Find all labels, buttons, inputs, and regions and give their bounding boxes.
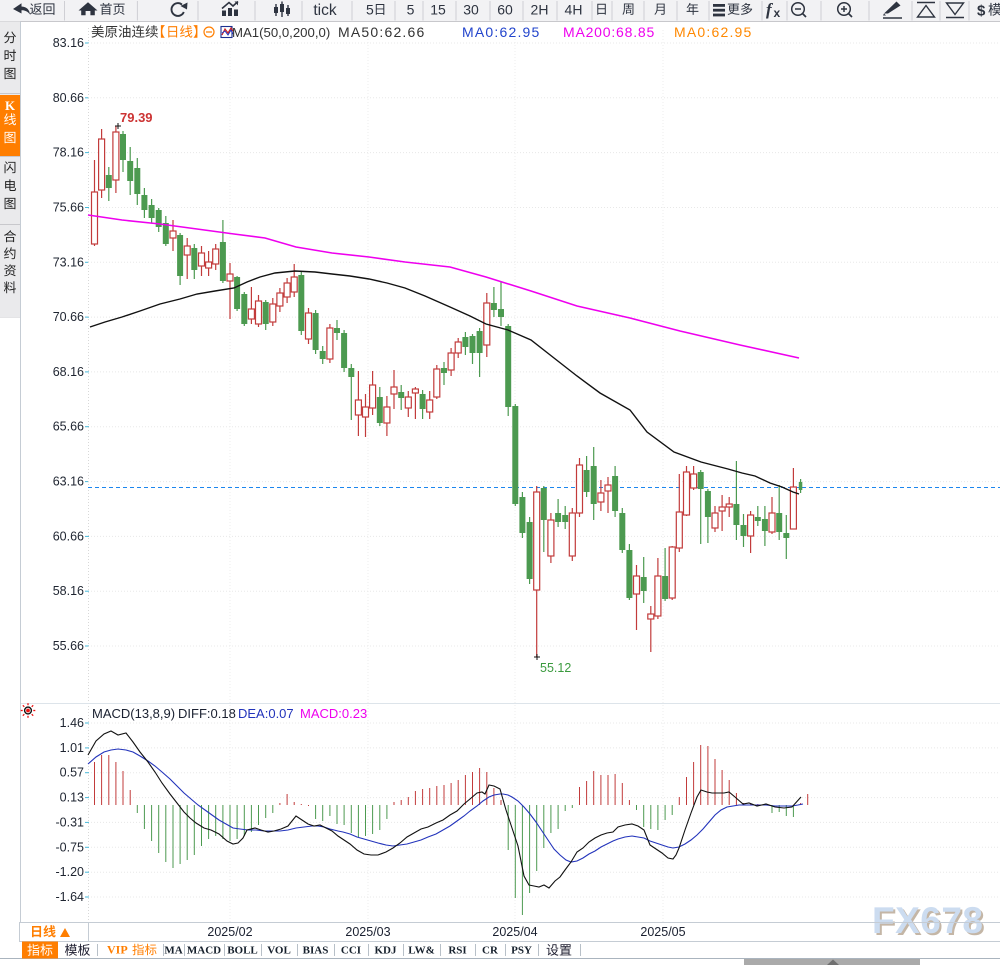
svg-text:60: 60 <box>497 2 513 18</box>
svg-text:MA200:68.85: MA200:68.85 <box>563 24 655 40</box>
svg-text:60.66: 60.66 <box>53 529 84 543</box>
svg-text:x: x <box>774 6 781 20</box>
svg-text:65.66: 65.66 <box>53 420 84 434</box>
svg-text:30: 30 <box>463 2 479 18</box>
svg-text:55.66: 55.66 <box>53 639 84 653</box>
svg-text:2025/04: 2025/04 <box>492 925 537 939</box>
svg-text:KDJ: KDJ <box>375 945 398 957</box>
svg-text:2H: 2H <box>531 2 549 18</box>
svg-text:RSI: RSI <box>448 945 466 957</box>
svg-text:MA: MA <box>164 945 182 957</box>
svg-text:58.16: 58.16 <box>53 584 84 598</box>
svg-text:f: f <box>766 0 774 19</box>
svg-text:0.13: 0.13 <box>60 791 84 805</box>
svg-text:5: 5 <box>407 2 415 18</box>
svg-text:2025/02: 2025/02 <box>207 925 252 939</box>
svg-text:BOLL: BOLL <box>227 945 258 957</box>
svg-text:4H: 4H <box>565 2 583 18</box>
svg-text:-0.31: -0.31 <box>56 815 85 829</box>
svg-text:75.66: 75.66 <box>53 201 84 215</box>
svg-text:-1.20: -1.20 <box>56 865 85 879</box>
svg-text:2025/05: 2025/05 <box>640 925 685 939</box>
svg-text:70.66: 70.66 <box>53 310 84 324</box>
svg-text:DIFF:0.18: DIFF:0.18 <box>178 706 236 721</box>
svg-text:CCI: CCI <box>341 945 361 957</box>
svg-text:MACD(13,8,9): MACD(13,8,9) <box>92 706 175 721</box>
svg-text:-0.75: -0.75 <box>56 840 85 854</box>
svg-text:15: 15 <box>430 2 446 18</box>
svg-text:tick: tick <box>313 2 337 19</box>
svg-text:68.16: 68.16 <box>53 365 84 379</box>
svg-text:1.01: 1.01 <box>60 741 84 755</box>
svg-text:$: $ <box>977 3 986 20</box>
svg-text:55.12: 55.12 <box>540 661 571 675</box>
svg-text:MA50:62.66: MA50:62.66 <box>338 24 426 40</box>
svg-text:MA0:62.95: MA0:62.95 <box>462 24 541 40</box>
svg-text:5: 5 <box>366 2 374 18</box>
svg-text:VIP: VIP <box>107 943 128 957</box>
svg-text:83.16: 83.16 <box>53 36 84 50</box>
svg-text:BIAS: BIAS <box>303 945 329 957</box>
svg-text:MA0:62.95: MA0:62.95 <box>674 24 753 40</box>
svg-text:DEA:0.07: DEA:0.07 <box>238 706 294 721</box>
svg-text:80.66: 80.66 <box>53 91 84 105</box>
svg-text:0.57: 0.57 <box>60 766 84 780</box>
svg-text:79.39: 79.39 <box>120 110 153 125</box>
svg-text:PSY: PSY <box>511 945 532 957</box>
svg-text:MACD: MACD <box>187 945 221 957</box>
svg-text:LW&: LW& <box>408 945 435 957</box>
svg-text:FX678: FX678 <box>872 900 984 941</box>
svg-text:K: K <box>5 98 16 113</box>
svg-text:CR: CR <box>482 945 499 957</box>
svg-text:63.16: 63.16 <box>53 475 84 489</box>
svg-text:MACD:0.23: MACD:0.23 <box>300 706 367 721</box>
svg-text:VOL: VOL <box>267 945 291 957</box>
svg-text:MA1(50,0,200,0): MA1(50,0,200,0) <box>232 25 330 40</box>
svg-text:2025/03: 2025/03 <box>345 925 390 939</box>
svg-text:-1.64: -1.64 <box>56 890 85 904</box>
svg-text:73.16: 73.16 <box>53 255 84 269</box>
svg-text:1.46: 1.46 <box>60 716 84 730</box>
svg-text:78.16: 78.16 <box>53 146 84 160</box>
